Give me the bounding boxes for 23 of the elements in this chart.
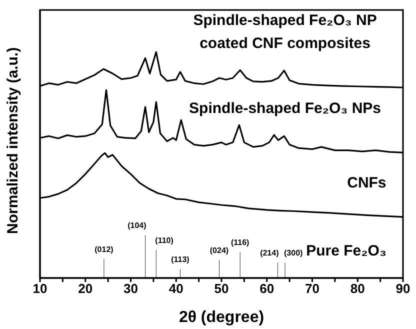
x-tick-label: 50 — [214, 281, 229, 296]
annotation: (012) — [94, 245, 114, 254]
x-tick-label: 70 — [305, 281, 320, 296]
annotation: (214) — [260, 248, 280, 258]
annotation: (113) — [171, 254, 190, 264]
series-label: Spindle-shaped Fe₂O₃ NP coated CNF composites — [193, 12, 377, 52]
x-axis-title: 2θ (degree) — [178, 309, 264, 326]
x-tick-label: 90 — [396, 281, 410, 296]
x-tick-label: 80 — [350, 281, 365, 296]
y-axis-title: Normalized intensity (a.u.) — [4, 47, 22, 234]
x-tick-label: 10 — [32, 281, 48, 296]
annotation: (300) — [284, 248, 304, 258]
x-tick-label: 60 — [260, 281, 274, 296]
annotation: (110) — [155, 236, 174, 245]
annotation: (116) — [230, 238, 250, 248]
series-label: Spindle-shaped Fe₂O₃ NPs — [189, 100, 382, 118]
x-tick-label: 20 — [78, 281, 93, 296]
series-label: CNFs — [347, 174, 386, 192]
annotation: (104) — [128, 221, 147, 230]
x-tick-label: 40 — [168, 281, 184, 296]
series-label: Pure Fe₂O₃ — [306, 242, 386, 260]
annotation: (024) — [210, 246, 229, 255]
x-tick-label: 30 — [124, 281, 138, 296]
